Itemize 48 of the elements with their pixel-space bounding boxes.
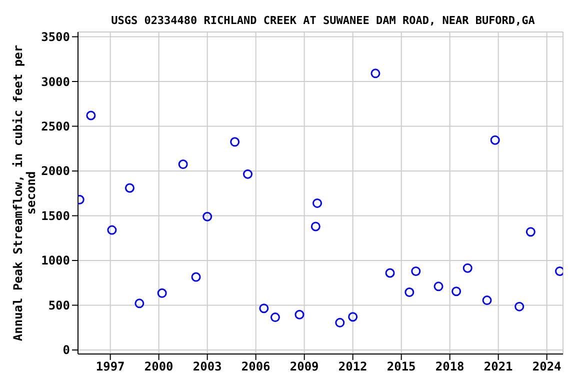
point xyxy=(310,222,320,232)
point xyxy=(294,310,304,320)
x-tick-label: 2015 xyxy=(386,360,416,374)
point xyxy=(107,225,117,235)
point xyxy=(482,296,492,306)
point xyxy=(270,312,280,322)
point xyxy=(348,312,358,322)
y-tick-label: 2500 xyxy=(41,119,70,134)
point xyxy=(452,286,462,296)
point xyxy=(514,302,524,312)
point xyxy=(124,183,134,193)
point xyxy=(230,137,240,147)
point xyxy=(243,169,252,179)
point xyxy=(385,268,395,278)
y-tick-label: 3500 xyxy=(41,30,70,44)
point xyxy=(312,198,322,208)
point xyxy=(134,298,144,308)
x-tick-label: 2024 xyxy=(532,360,562,374)
y-tick-label: 3000 xyxy=(41,74,70,89)
y-tick-label: 2000 xyxy=(41,164,70,178)
x-tick-label: 2000 xyxy=(144,360,174,374)
point xyxy=(178,160,188,170)
point xyxy=(86,110,96,120)
x-tick-label: 1997 xyxy=(96,360,125,374)
point xyxy=(259,304,269,314)
x-tick-label: 2018 xyxy=(435,360,464,374)
point xyxy=(462,263,472,273)
point xyxy=(157,288,167,298)
point xyxy=(202,212,212,222)
point xyxy=(526,227,536,237)
x-tick-label: 2009 xyxy=(290,360,319,374)
point xyxy=(370,68,380,78)
x-tick-label: 2021 xyxy=(484,360,513,374)
x-tick-label: 2003 xyxy=(192,360,222,374)
x-tick-label: 2012 xyxy=(338,360,368,374)
y-tick-label: 500 xyxy=(48,298,70,312)
x-tick-label: 2006 xyxy=(241,360,270,374)
point xyxy=(434,282,444,292)
point xyxy=(191,272,201,282)
chart-title: USGS 02334480 RICHLAND CREEK AT SUWANEE DAM ROAD, NEAR BUFORD,GA xyxy=(110,14,536,27)
y-tick-label: 1000 xyxy=(41,254,70,268)
point xyxy=(404,288,414,297)
point xyxy=(490,135,500,145)
y-tick-label: 1500 xyxy=(41,208,70,223)
point xyxy=(411,266,421,276)
point xyxy=(335,318,345,328)
y-tick-label: 0 xyxy=(62,343,70,358)
y-axis-title: Annual Peak Streamflow, in cubic feet per second xyxy=(11,44,38,342)
